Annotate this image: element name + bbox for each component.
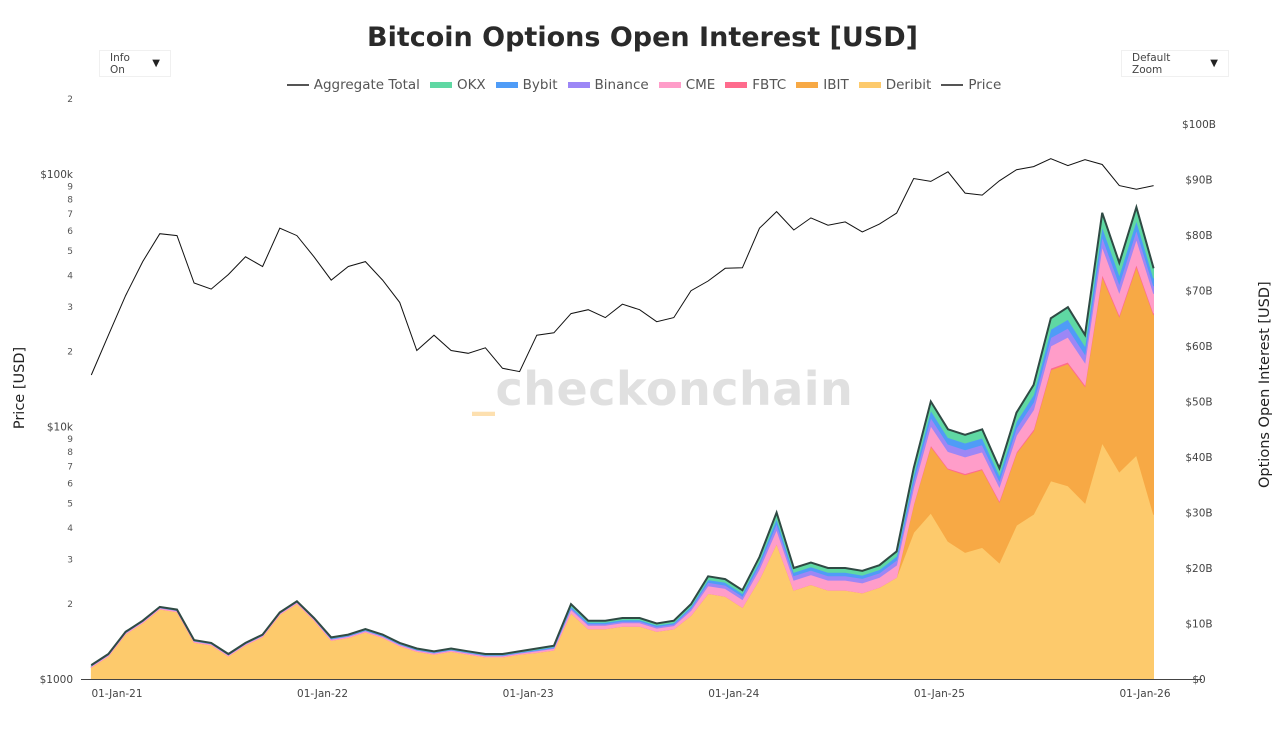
y-left-tick-label: 9	[67, 435, 73, 445]
x-tick-label: 01-Jan-21	[91, 688, 142, 700]
chevron-down-icon: ▼	[152, 58, 160, 69]
y-left-tick-label: 7	[67, 463, 73, 473]
legend-item-okx[interactable]: OKX	[429, 77, 486, 93]
watermark-underscore: _	[472, 362, 496, 416]
y-right-tick-label: $0	[1192, 674, 1205, 686]
y-left-tick-label: $1000	[40, 674, 73, 686]
chart-title: Bitcoin Options Open Interest [USD]	[366, 22, 919, 53]
legend-swatch	[941, 84, 964, 86]
y-right-tick-label: $80B	[1185, 230, 1212, 242]
y-left-tick-label: 2	[67, 600, 73, 610]
legend-item-bybit[interactable]: Bybit	[495, 77, 558, 93]
legend-label: CME	[685, 77, 716, 93]
legend-label: OKX	[456, 77, 486, 93]
aggregate-total-line	[90, 203, 1155, 666]
price-line	[90, 158, 1154, 376]
y-left-tick-label: 4	[67, 524, 73, 534]
y-left-tick-label: 4	[67, 271, 73, 281]
y-left-tick-label: 5	[67, 500, 73, 510]
y-left-tick-label: 2	[67, 95, 73, 105]
x-tick-label: 01-Jan-24	[708, 688, 759, 700]
legend-label: Deribit	[885, 77, 932, 93]
legend-item-aggregate-total[interactable]: Aggregate Total	[286, 77, 420, 93]
x-tick-label: 01-Jan-23	[503, 688, 554, 700]
y-left-tick-label: 5	[67, 247, 73, 257]
y-left-tick-label: 3	[67, 303, 73, 313]
legend-item-ibit[interactable]: IBIT	[796, 77, 849, 93]
watermark-text: checkonchain	[495, 362, 854, 416]
x-tick-label: 01-Jan-25	[914, 688, 965, 700]
y-left-tick-label: 9	[67, 183, 73, 193]
legend-swatch	[286, 84, 309, 86]
y-left-tick-label: 3	[67, 556, 73, 566]
y-left-tick-label: $10k	[47, 422, 74, 434]
x-tick-label: 01-Jan-22	[297, 688, 348, 700]
legend-label: Binance	[594, 77, 649, 93]
left-axis-title: Price [USD]	[12, 346, 28, 430]
chart-legend: Aggregate Total OKX Bybit Binance CME FBTC IBI…	[0, 77, 1280, 93]
legend-swatch	[858, 82, 881, 88]
right-axis-title: Options Open Interest [USD]	[1257, 281, 1273, 488]
y-left-tick-label: 6	[67, 480, 73, 490]
y-right-tick-label: $60B	[1185, 341, 1212, 353]
legend-label: FBTC	[752, 77, 787, 93]
legend-label: Price	[968, 77, 1002, 93]
y-right-tick-label: $30B	[1185, 508, 1212, 520]
info-dropdown-label: Info On	[110, 51, 130, 76]
y-right-tick-label: $100B	[1182, 119, 1216, 131]
y-left-tick-label: 2	[67, 347, 73, 357]
legend-swatch	[495, 82, 518, 88]
y-right-tick-label: $40B	[1185, 452, 1212, 464]
y-left-tick-label: 7	[67, 210, 73, 220]
legend-label: IBIT	[823, 77, 849, 93]
legend-label: Aggregate Total	[313, 77, 420, 93]
zoom-dropdown-label: Default Zoom	[1132, 51, 1171, 76]
legend-item-fbtc[interactable]: FBTC	[725, 77, 786, 93]
y-right-tick-label: $20B	[1185, 563, 1212, 575]
legend-item-cme[interactable]: CME	[658, 77, 716, 93]
y-left-tick-label: 8	[67, 448, 73, 458]
legend-item-deribit[interactable]: Deribit	[858, 77, 932, 93]
legend-swatch	[567, 82, 590, 88]
info-dropdown[interactable]: Info On ▼	[99, 50, 171, 77]
legend-swatch	[796, 82, 819, 88]
legend-item-price[interactable]: Price	[941, 77, 1001, 93]
zoom-dropdown[interactable]: Default Zoom ▼	[1121, 50, 1229, 77]
x-tick-label: 01-Jan-26	[1119, 688, 1170, 700]
watermark: _checkonchain	[472, 362, 853, 416]
y-left-tick-label: $100k	[40, 169, 74, 181]
legend-label: Bybit	[522, 77, 558, 93]
y-left-tick-label: 8	[67, 195, 73, 205]
y-right-tick-label: $10B	[1185, 619, 1212, 631]
y-right-tick-label: $90B	[1185, 175, 1212, 187]
legend-swatch	[658, 82, 681, 88]
y-right-tick-label: $50B	[1185, 397, 1212, 409]
y-right-tick-label: $70B	[1185, 286, 1212, 298]
legend-swatch	[429, 82, 452, 88]
y-left-tick-label: 6	[67, 227, 73, 237]
legend-swatch	[725, 82, 748, 88]
chevron-down-icon: ▼	[1210, 58, 1218, 69]
legend-item-binance[interactable]: Binance	[567, 77, 649, 93]
